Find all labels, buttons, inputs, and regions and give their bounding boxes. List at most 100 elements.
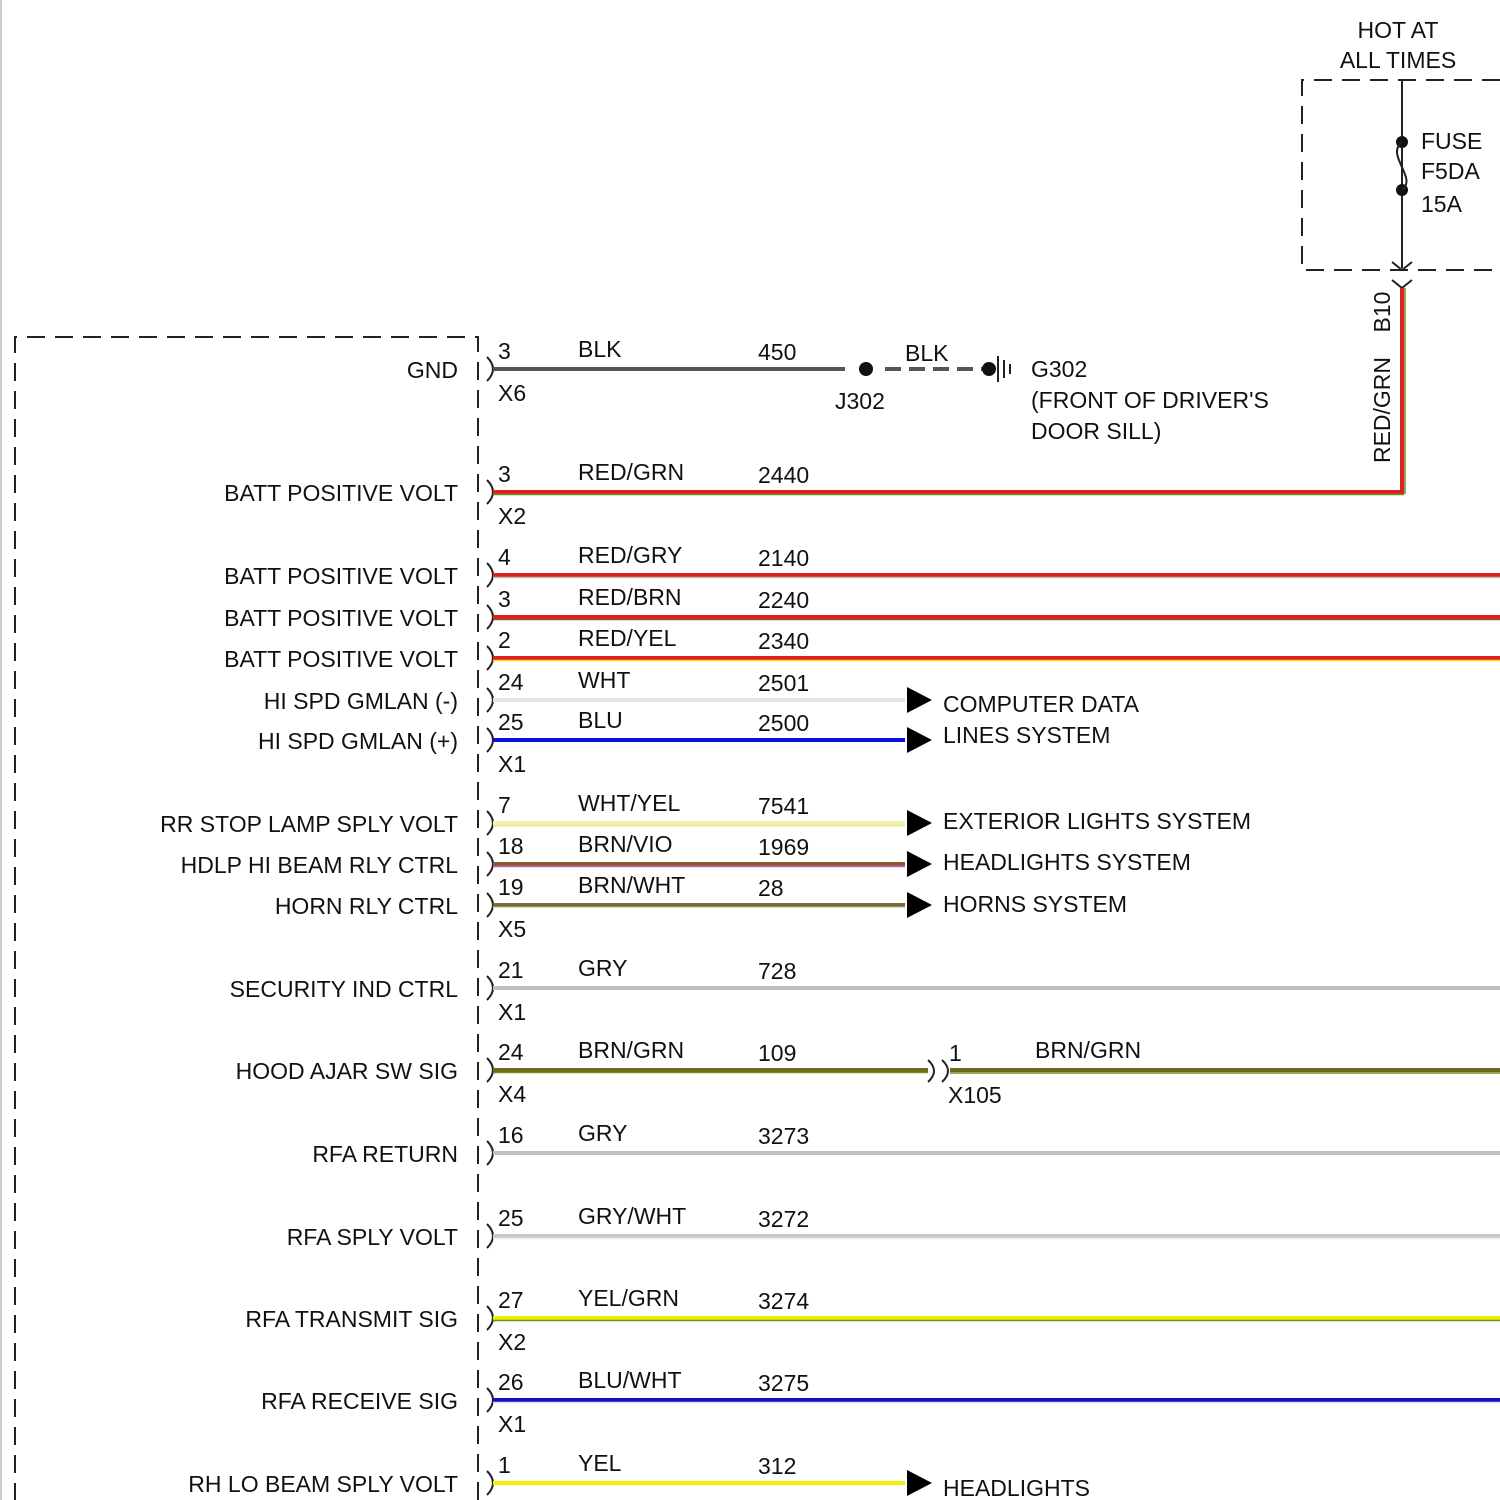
circuit-number: 3274 (758, 1288, 809, 1314)
arrow (907, 687, 932, 713)
connector-symbol (486, 1140, 494, 1166)
destination-label: EXTERIOR LIGHTS SYSTEM (943, 808, 1251, 834)
wire-color: BRN/GRN (578, 1037, 684, 1063)
wire-color: BLK (578, 336, 622, 362)
circuit-number: 1969 (758, 834, 809, 860)
circuit-label: SECURITY IND CTRL (230, 976, 459, 1002)
ground-symbol (997, 356, 1011, 382)
fuse-label: 15A (1421, 191, 1463, 217)
wire-color: YEL (578, 1450, 622, 1476)
pin-label: 16 (498, 1122, 524, 1148)
pin-label: 19 (498, 874, 524, 900)
connector-symbol (486, 645, 494, 671)
wire-color: BRN/VIO (578, 831, 673, 857)
connector-label: X6 (498, 380, 526, 406)
wire-color: RED/GRN (1369, 357, 1395, 463)
arrow (907, 810, 932, 836)
circuit-label: HI SPD GMLAN (-) (264, 688, 458, 714)
connector-label: X1 (498, 999, 526, 1025)
pin-label: B10 (1369, 292, 1395, 333)
connector-symbol (486, 604, 494, 630)
connector-symbol (486, 479, 494, 505)
wire-color: YEL/GRN (578, 1285, 679, 1311)
pin-label: 4 (498, 544, 511, 570)
circuit-label: BATT POSITIVE VOLT (224, 646, 458, 672)
connector-symbol (486, 356, 494, 382)
pin-label: 24 (498, 1039, 524, 1065)
pin-label: 25 (498, 1205, 524, 1231)
pin-label: 24 (498, 669, 524, 695)
circuit-number: 2440 (758, 462, 809, 488)
pin-label: 1 (949, 1040, 962, 1066)
connector-label: X1 (498, 1411, 526, 1437)
connector-symbol (486, 1387, 494, 1413)
circuit-label: RR STOP LAMP SPLY VOLT (160, 811, 458, 837)
wire-color: BLU/WHT (578, 1367, 682, 1393)
ground-terminal (982, 362, 996, 376)
circuit-label: HORN RLY CTRL (275, 893, 458, 919)
circuit-number: 728 (758, 958, 796, 984)
circuit-label: RFA SPLY VOLT (287, 1224, 458, 1250)
connector-symbol (486, 851, 494, 877)
destination-label: COMPUTER DATA (943, 691, 1140, 717)
wire-color: BLU (578, 707, 623, 733)
circuit-number: 2240 (758, 587, 809, 613)
circuit-number: 3273 (758, 1123, 809, 1149)
connector-label: X5 (498, 916, 526, 942)
hot-label: HOT AT (1358, 17, 1439, 43)
arrow (907, 727, 932, 753)
splice (859, 362, 873, 376)
pin-label: 21 (498, 957, 524, 983)
connector-symbol (486, 1223, 494, 1249)
ground-label: G302 (1031, 356, 1087, 382)
circuit-number: 109 (758, 1040, 796, 1066)
connector-symbol (486, 810, 494, 836)
fuse-label: FUSE (1421, 128, 1482, 154)
arrow (907, 851, 932, 877)
circuit-number: 3275 (758, 1370, 809, 1396)
circuit-number: 450 (758, 339, 796, 365)
connector-symbol (486, 562, 494, 588)
pin-label: 3 (498, 338, 511, 364)
circuit-number: 2340 (758, 628, 809, 654)
pin-label: 3 (498, 461, 511, 487)
circuit-label: BATT POSITIVE VOLT (224, 480, 458, 506)
circuit-label: BATT POSITIVE VOLT (224, 605, 458, 631)
circuit-label: RFA RETURN (312, 1141, 458, 1167)
connector-label: X105 (948, 1082, 1002, 1108)
wire-color: RED/GRY (578, 542, 682, 568)
arrow (907, 892, 932, 918)
ground-label: (FRONT OF DRIVER'S (1031, 387, 1269, 413)
connector-symbol (486, 1057, 494, 1083)
connector-symbol (486, 1305, 494, 1331)
destination-label: HORNS SYSTEM (943, 891, 1127, 917)
wire-color: RED/GRN (578, 459, 684, 485)
circuit-label: GND (407, 357, 458, 383)
pin-label: 26 (498, 1369, 524, 1395)
circuit-label: RFA TRANSMIT SIG (245, 1306, 458, 1332)
destination-label: HEADLIGHTS SYSTEM (943, 849, 1191, 875)
circuit-label: HI SPD GMLAN (+) (258, 728, 458, 754)
circuit-number: 312 (758, 1453, 796, 1479)
connector-symbol (927, 1059, 949, 1083)
pin-label: 3 (498, 586, 511, 612)
circuit-number: 7541 (758, 793, 809, 819)
destination-label: HEADLIGHTS (943, 1475, 1090, 1500)
pin-label: 18 (498, 833, 524, 859)
wire-color: GRY (578, 1120, 627, 1146)
connector-label: X2 (498, 503, 526, 529)
circuit-number: 28 (758, 875, 784, 901)
fuse-label: F5DA (1421, 158, 1480, 184)
splice-label: J302 (835, 388, 885, 414)
pin-label: 25 (498, 709, 524, 735)
connector-label: X4 (498, 1081, 526, 1107)
connector-symbol (486, 892, 494, 918)
fuse-element (1396, 141, 1408, 191)
wire-color: WHT (578, 667, 630, 693)
pin-label: 27 (498, 1287, 524, 1313)
connector-symbol (486, 975, 494, 1001)
pin-label: 7 (498, 792, 511, 818)
wire-color: BRN/GRN (1035, 1037, 1141, 1063)
wire-color: RED/BRN (578, 584, 682, 610)
